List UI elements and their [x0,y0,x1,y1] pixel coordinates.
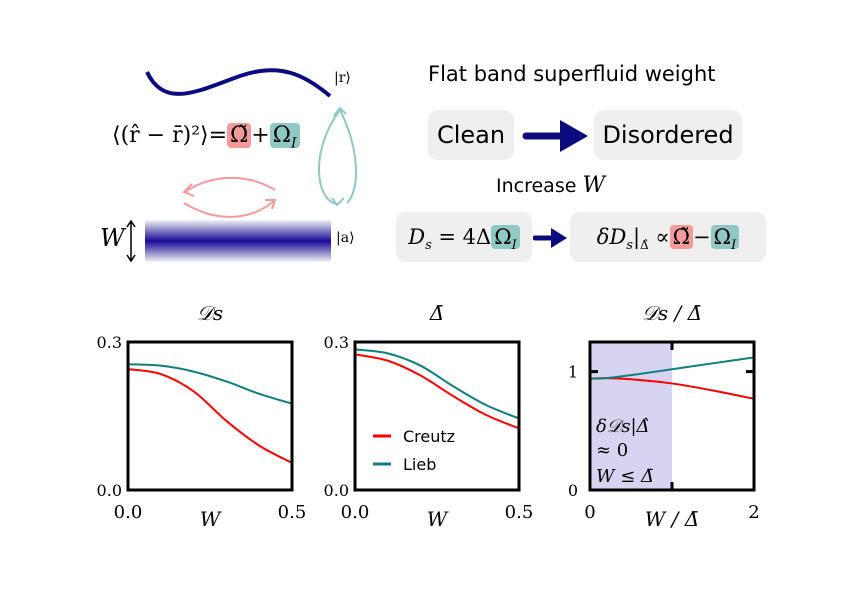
pink-arrowhead-right [265,199,277,210]
spread-lhs: ⟨(r̂ − r̄)²⟩= [112,123,228,148]
y-tick-label: 0.0 [97,481,122,500]
delta-ds: δD [596,225,627,249]
disordered-formula-box: δDs|Δ̂ ∝ Ω̃ − ΩI [570,212,766,262]
x-tick-label: 0.5 [505,502,534,523]
arrow-right-icon [522,120,588,152]
spread-equation: ⟨(r̂ − r̄)²⟩= Ω̃ + ΩI [112,120,300,159]
series-line-lieb [354,348,520,420]
y-tick-label: 0.3 [97,333,122,352]
chart-title: 𝒟s [197,301,223,325]
omega-i-3: Ω [713,225,732,249]
omega-i-sub: I [290,135,297,152]
increase-text: Increase [496,175,577,197]
omega-i-box: ΩI [269,123,300,152]
series-line-lieb [127,363,293,405]
teal-arrowhead-top [333,106,347,117]
y-tick-label: 0.0 [324,481,349,500]
plot-frame [126,340,294,492]
width-double-arrow [126,219,136,263]
plus-sign: + [251,123,270,148]
pink-arrowhead-left [182,183,195,197]
delta-ds-bar: | [632,225,641,249]
dispersive-band-curve [145,68,332,98]
delta-ds-hat: Δ̂ [640,238,649,253]
charts: 𝒟s 0.3 0.0 0.0 0.5 W Δ̄ 0.3 0.0 0.0 0.5 W Creutz Lieb… [97,301,760,531]
omega-i-box-3: ΩI [710,225,740,253]
chart-title: Δ̄ [429,301,444,325]
x-axis-label: W / Δ̄ [645,507,699,531]
flat-band [145,220,331,262]
ds-symbol: D [408,225,426,249]
teal-arrowhead-bottom [331,197,345,207]
annotation-delta-ds: δ𝒟s|Δ̂ [596,416,650,437]
annotation-w-le-delta: W ≤ Δ̄ [596,466,654,487]
state-a-label: |a⟩ [336,230,355,246]
pink-intraband-arrow-top [184,176,276,193]
x-tick-label: 0.0 [341,502,370,523]
omega-i: Ω [272,123,291,148]
legend-label: Creutz [403,427,455,446]
increase-var: W [582,173,606,198]
clean-formula-box: Ds = 4Δ ΩI [396,212,532,262]
teal-transition-arrow-left [318,109,341,205]
increase-label: Increase W [496,173,605,198]
omega-i-sub-3: I [731,238,737,254]
chart-title: 𝒟s / Δ̄ [642,301,702,325]
ds-mid: = 4Δ [431,225,492,249]
arrow-right-small-icon [533,228,567,248]
pink-intraband-arrow-bottom [183,199,276,218]
x-axis-label: W [427,507,449,531]
ds-sub: s [425,238,432,254]
minus-sign: − [693,225,711,249]
shaded-region [590,342,672,490]
disordered-box: Disordered [594,110,742,160]
legend-label: Lieb [403,455,436,474]
series-line-creutz [354,353,520,430]
plot-frame [588,340,756,492]
omega-i-box-2: ΩI [491,225,520,253]
teal-transition-arrow-right [339,109,358,204]
x-tick-label: 2 [748,502,759,523]
delta-ds-sub: s [626,238,633,254]
x-tick-label: 0.0 [114,502,143,523]
propto: ∝ [655,225,670,249]
annotation-approx-zero: ≈ 0 [596,440,628,461]
x-tick-label: 0 [584,502,595,523]
x-tick-label: 0.5 [278,502,307,523]
width-label: W [100,224,125,252]
y-tick-label: 0.3 [324,333,349,352]
y-tick-label: 0 [568,481,578,500]
title: Flat band superfluid weight [428,62,716,86]
omega-i-2: Ω [494,225,512,249]
omega-tilde-box: Ω̃ [227,123,252,148]
band-diagram [126,68,358,263]
series-line-lieb [589,356,755,380]
x-axis-label: W [200,507,222,531]
clean-box: Clean [428,110,514,160]
omega-tilde-box-2: Ω̃ [669,225,694,249]
omega-i-sub-2: I [511,238,517,254]
state-r-label: |r⟩ [334,70,351,86]
y-tick-label: 1 [568,363,578,382]
plot-frame [353,340,521,492]
series-line-creutz [127,368,293,464]
